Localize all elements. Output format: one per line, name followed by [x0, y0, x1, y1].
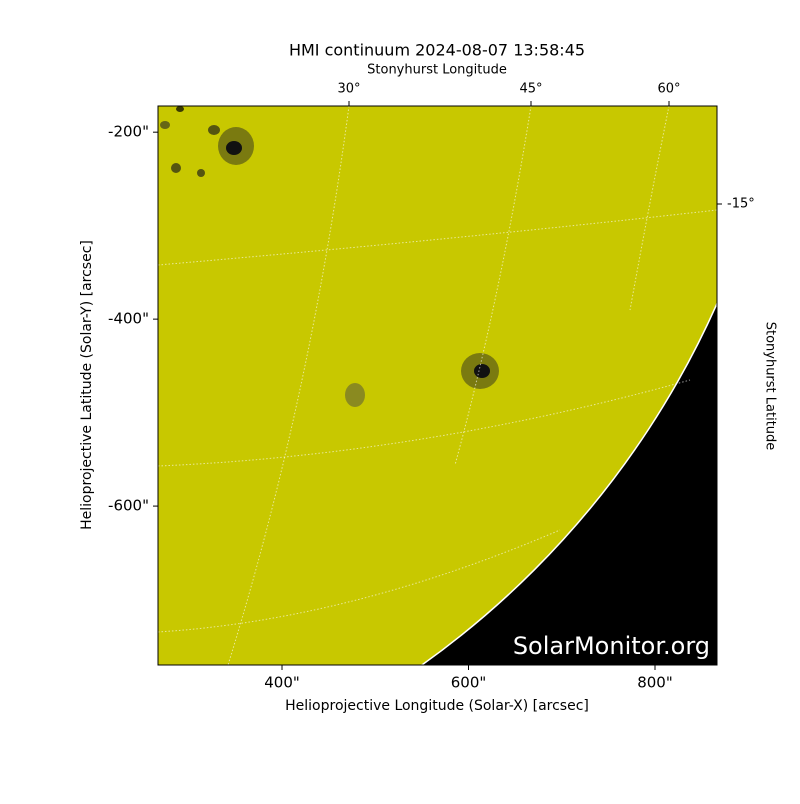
- y-tick-label: -600": [108, 497, 149, 515]
- x-tick-label: 800": [637, 674, 673, 692]
- x-axis-label: Helioprojective Longitude (Solar-X) [arc…: [285, 698, 589, 714]
- top-axis-label: Stonyhurst Longitude: [367, 63, 507, 78]
- chart-title: HMI continuum 2024-08-07 13:58:45: [289, 41, 585, 60]
- top-tick-label: 45°: [519, 82, 542, 97]
- right-tick-label: -15°: [727, 197, 755, 212]
- watermark: SolarMonitor.org: [513, 632, 710, 660]
- top-tick-label: 60°: [657, 82, 680, 97]
- right-axis-label: Stonyhurst Latitude: [763, 322, 778, 451]
- x-tick-label: 400": [264, 674, 300, 692]
- x-tick-label: 600": [451, 674, 487, 692]
- y-tick-label: -200": [108, 123, 149, 141]
- y-tick-label: -400": [108, 310, 149, 328]
- plot-frame: [157, 105, 718, 666]
- stonyhurst-grid: [158, 106, 717, 665]
- top-tick-label: 30°: [337, 82, 360, 97]
- y-axis-label: Helioprojective Latitude (Solar-Y) [arcs…: [79, 240, 95, 530]
